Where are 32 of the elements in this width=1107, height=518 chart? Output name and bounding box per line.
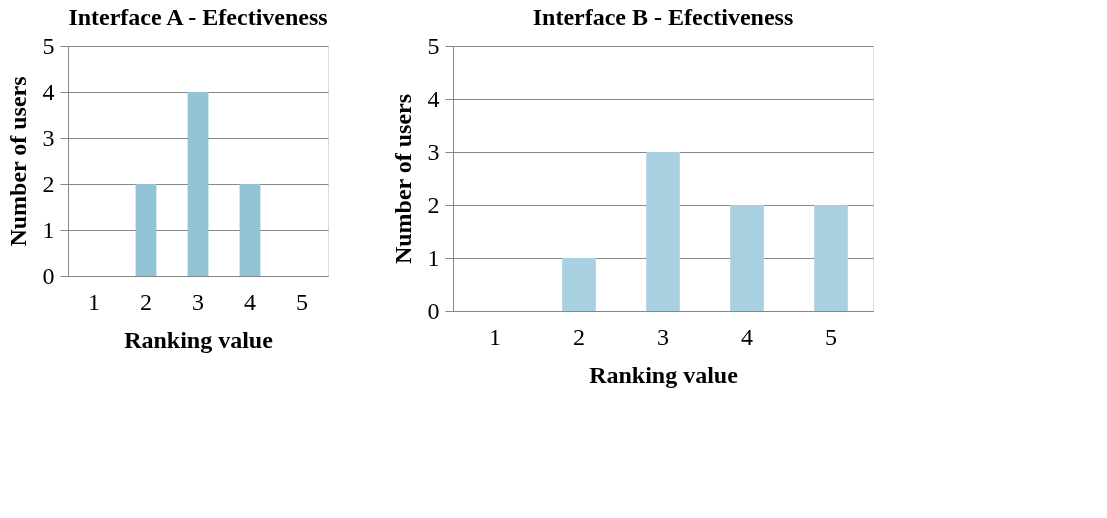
x-tick-label: 2 [573, 323, 585, 350]
y-tick-label: 5 [42, 32, 55, 59]
x-tick-label: 3 [657, 323, 669, 350]
y-tick-label: 0 [427, 297, 440, 324]
y-tick-label: 1 [427, 244, 440, 271]
y-tick-label: 2 [42, 170, 55, 197]
x-tick-label: 5 [296, 288, 308, 315]
bar [646, 152, 680, 311]
bar [562, 258, 596, 311]
y-axis-title: Number of users [4, 76, 31, 247]
bar [814, 205, 848, 311]
x-tick-label: 1 [88, 288, 100, 315]
chart-title: Interface B - Efectiveness [532, 4, 794, 30]
x-tick-label: 1 [489, 323, 501, 350]
y-tick-label: 3 [427, 138, 440, 165]
y-tick-label: 3 [42, 124, 55, 151]
bar [730, 205, 764, 311]
x-tick-label: 2 [140, 288, 152, 315]
y-tick-label: 5 [427, 32, 440, 59]
x-tick-label: 5 [825, 323, 837, 350]
x-tick-label: 4 [741, 323, 753, 350]
y-tick-label: 4 [42, 78, 55, 105]
x-tick-label: 3 [192, 288, 204, 315]
y-tick-label: 1 [42, 216, 55, 243]
x-axis-title: Ranking value [124, 326, 274, 353]
y-axis-title: Number of users [389, 93, 416, 265]
chart-title: Interface A - Efectiveness [68, 4, 328, 30]
x-tick-label: 4 [244, 288, 256, 315]
x-axis-title: Ranking value [589, 361, 739, 388]
y-tick-label: 2 [427, 191, 440, 218]
y-tick-label: 0 [42, 262, 55, 289]
y-tick-label: 4 [427, 85, 440, 112]
